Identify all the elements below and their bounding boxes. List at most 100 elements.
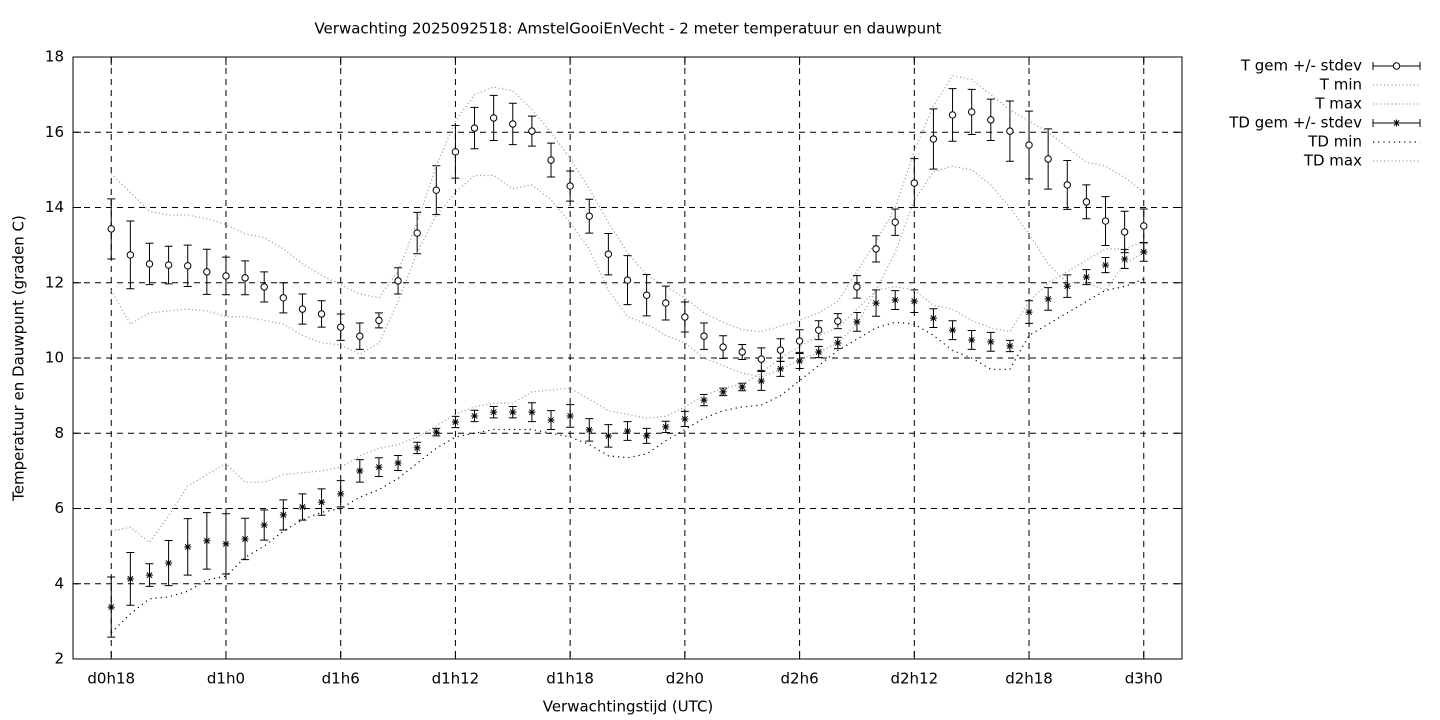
marker [681,415,689,423]
marker [853,283,861,291]
legend-label: T max [1314,95,1362,113]
marker [642,291,651,299]
marker [490,408,498,416]
y-tick-label: 16 [45,123,64,141]
marker [815,348,823,356]
marker [528,408,536,416]
marker [470,124,479,132]
y-tick-label: 4 [54,574,64,592]
marker [757,377,765,385]
marker [796,357,804,365]
marker [1063,181,1071,189]
marker [413,229,421,237]
marker [451,418,459,426]
marker [929,314,937,322]
marker [1121,255,1129,263]
marker [967,108,976,116]
marker [566,412,574,420]
marker [948,111,957,119]
legend-label: TD max [1303,152,1362,170]
marker [662,299,670,307]
marker [987,338,995,346]
marker [222,272,230,280]
y-tick-label: 2 [54,650,64,668]
marker [298,503,306,511]
marker [700,396,708,404]
marker [738,383,746,391]
marker [1006,342,1014,350]
marker [489,114,498,122]
marker [184,262,192,270]
marker [279,294,288,302]
marker [203,537,211,545]
marker [394,459,402,467]
marker [1044,295,1052,303]
marker [375,316,383,325]
marker [1025,308,1033,316]
marker [356,332,364,340]
marker [1044,155,1052,163]
marker [260,283,268,291]
marker [298,305,307,313]
y-axis-label: Temperatuur en Dauwpunt (graden C) [10,215,28,502]
marker [241,274,249,282]
marker [547,156,555,164]
marker [432,428,440,436]
x-tick-label: d3h0 [1125,670,1163,688]
marker [815,326,823,334]
marker [1101,217,1110,225]
marker [165,559,173,567]
x-tick-label: d1h6 [322,670,360,688]
legend-label: T gem +/- stdev [1240,57,1362,75]
legend-label: TD gem +/- stdev [1228,114,1362,132]
marker [757,355,766,363]
marker [853,318,861,326]
y-tick-label: 10 [45,349,64,367]
marker [681,313,689,321]
marker [929,135,938,143]
line [110,278,1144,634]
marker [279,511,287,519]
marker [1392,62,1401,70]
marker [107,225,115,233]
x-tick-label: d2h0 [666,670,704,688]
marker [509,408,517,416]
line [111,240,1144,544]
marker [891,218,899,226]
marker [987,116,995,124]
marker [585,212,593,220]
line [110,75,1145,333]
x-tick-label: d2h12 [890,670,938,688]
marker [203,268,211,276]
marker [317,310,326,318]
marker [624,427,631,435]
x-tick-label: d1h0 [207,670,245,688]
marker [432,186,440,194]
marker [145,260,154,268]
marker [413,444,421,452]
marker [1063,282,1071,290]
marker [1082,198,1091,206]
marker [126,575,134,583]
legend-label: T min [1319,76,1362,94]
x-tick-label: d1h12 [432,670,480,688]
marker [872,245,880,253]
marker [910,297,918,305]
marker [738,348,746,356]
marker [872,299,880,307]
marker [623,276,632,284]
marker [241,535,249,543]
marker [1006,127,1014,135]
marker [528,127,536,135]
marker [662,423,670,431]
y-tick-label: 6 [54,499,64,517]
marker [566,182,574,190]
marker [1082,273,1090,281]
marker [126,251,135,259]
marker [1025,141,1033,149]
marker [1120,228,1129,236]
x-axis-label: Verwachtingstijd (UTC) [543,698,714,716]
marker [356,467,364,475]
plot-frame [72,56,1183,660]
